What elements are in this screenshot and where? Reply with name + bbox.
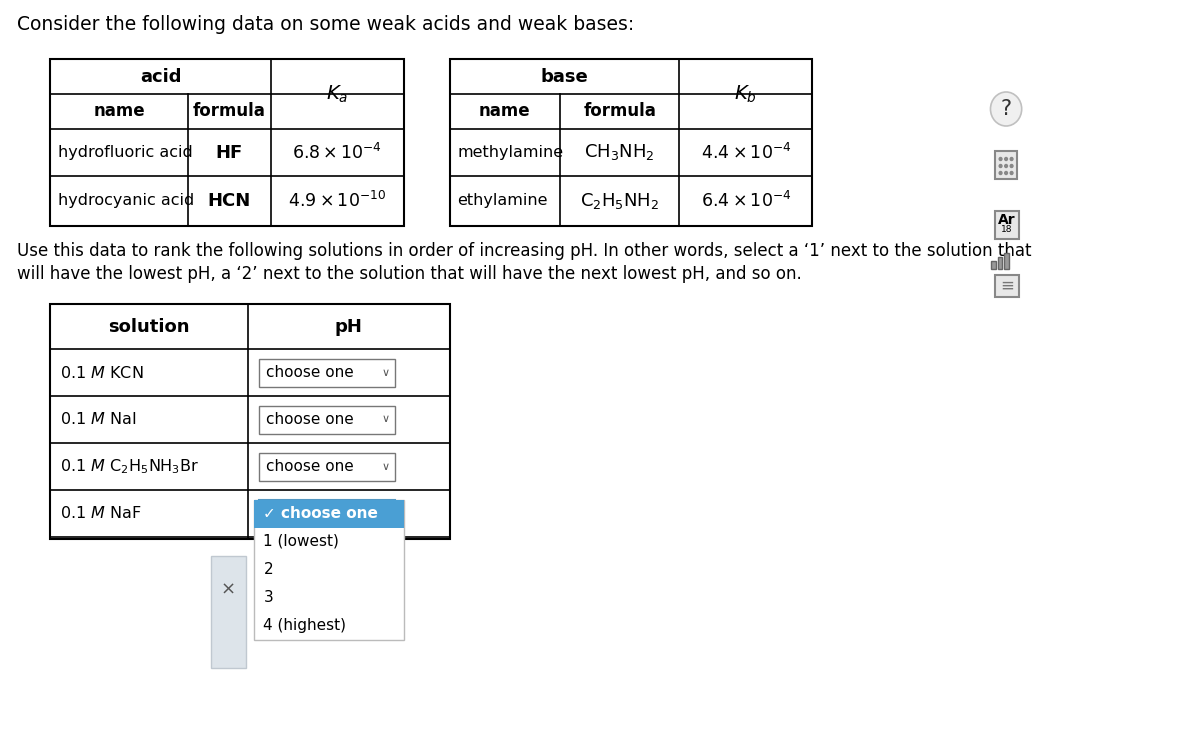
- Text: 0.1 $\mathit{M}$ C$_2$H$_5$NH$_3$Br: 0.1 $\mathit{M}$ C$_2$H$_5$NH$_3$Br: [60, 457, 198, 476]
- Circle shape: [1004, 158, 1008, 161]
- Text: $K_b$: $K_b$: [734, 84, 757, 105]
- Text: Use this data to rank the following solutions in order of increasing pH. In othe: Use this data to rank the following solu…: [17, 242, 1031, 260]
- Text: 4 (highest): 4 (highest): [264, 618, 347, 633]
- Text: solution: solution: [108, 317, 190, 336]
- Bar: [450, 59, 812, 226]
- Bar: [259, 452, 395, 480]
- Text: 3: 3: [264, 590, 274, 605]
- Text: 0.1 $\mathit{M}$ NaF: 0.1 $\mathit{M}$ NaF: [60, 505, 142, 522]
- Text: hydrocyanic acid: hydrocyanic acid: [58, 194, 194, 209]
- Text: ✓ choose one: ✓ choose one: [264, 506, 378, 521]
- Text: methylamine: methylamine: [457, 145, 563, 160]
- Text: 0.1 $\mathit{M}$ KCN: 0.1 $\mathit{M}$ KCN: [60, 364, 143, 381]
- Text: ≡: ≡: [1000, 277, 1014, 295]
- Bar: [991, 261, 996, 269]
- Text: ✓ choose one: ✓ choose one: [266, 506, 382, 521]
- Text: choose one: choose one: [266, 365, 354, 380]
- Text: base: base: [541, 68, 588, 85]
- Bar: [995, 151, 1018, 179]
- Text: $4.4 \times 10^{-4}$: $4.4 \times 10^{-4}$: [701, 143, 791, 163]
- Bar: [50, 59, 404, 226]
- Bar: [259, 406, 395, 434]
- Circle shape: [1000, 171, 1002, 174]
- Text: Ar: Ar: [998, 213, 1016, 227]
- Bar: [50, 304, 450, 539]
- Text: $4.9 \times 10^{-10}$: $4.9 \times 10^{-10}$: [288, 191, 386, 211]
- Circle shape: [1010, 158, 1013, 161]
- Text: pH: pH: [335, 317, 362, 336]
- Circle shape: [1004, 171, 1008, 174]
- Circle shape: [1000, 164, 1002, 167]
- Text: $\mathrm{CH_3NH_2}$: $\mathrm{CH_3NH_2}$: [584, 143, 655, 163]
- Text: name: name: [94, 103, 145, 121]
- Circle shape: [990, 92, 1021, 126]
- Bar: [254, 499, 404, 528]
- Text: $K_a$: $K_a$: [326, 84, 348, 105]
- Text: 0.1 $\mathit{M}$ NaI: 0.1 $\mathit{M}$ NaI: [60, 412, 136, 428]
- Text: formula: formula: [193, 103, 266, 121]
- Circle shape: [1010, 171, 1013, 174]
- Text: 18: 18: [1001, 225, 1013, 234]
- Text: ethylamine: ethylamine: [457, 194, 547, 209]
- Text: 2: 2: [264, 562, 274, 577]
- Bar: [259, 358, 395, 387]
- Text: ∨: ∨: [382, 415, 390, 425]
- Bar: [995, 211, 1019, 239]
- Bar: [254, 499, 404, 639]
- Circle shape: [1010, 164, 1013, 167]
- Bar: [998, 257, 1002, 269]
- Text: choose one: choose one: [266, 412, 354, 427]
- Text: choose one: choose one: [266, 459, 354, 474]
- Text: ∨: ∨: [382, 367, 390, 378]
- Text: name: name: [479, 103, 530, 121]
- Circle shape: [1004, 164, 1008, 167]
- Text: formula: formula: [583, 103, 656, 121]
- Text: $\mathrm{C_2H_5NH_2}$: $\mathrm{C_2H_5NH_2}$: [580, 191, 659, 211]
- Text: ×: ×: [221, 580, 236, 598]
- Circle shape: [1000, 158, 1002, 161]
- Text: ?: ?: [1001, 99, 1012, 119]
- Bar: [1004, 253, 1009, 269]
- Text: acid: acid: [140, 68, 181, 85]
- Text: Consider the following data on some weak acids and weak bases:: Consider the following data on some weak…: [17, 14, 634, 33]
- Text: hydrofluoric acid: hydrofluoric acid: [58, 145, 192, 160]
- Bar: [259, 499, 395, 528]
- Text: $6.4 \times 10^{-4}$: $6.4 \times 10^{-4}$: [701, 191, 791, 211]
- Text: $6.8 \times 10^{-4}$: $6.8 \times 10^{-4}$: [293, 143, 383, 163]
- Text: ∨: ∨: [382, 461, 390, 471]
- Text: HCN: HCN: [208, 192, 251, 210]
- Bar: [995, 275, 1019, 297]
- Bar: [211, 556, 246, 667]
- Text: 1 (lowest): 1 (lowest): [264, 534, 340, 549]
- Text: HF: HF: [216, 143, 244, 161]
- Text: will have the lowest pH, a ‘2’ next to the solution that will have the next lowe: will have the lowest pH, a ‘2’ next to t…: [17, 265, 802, 283]
